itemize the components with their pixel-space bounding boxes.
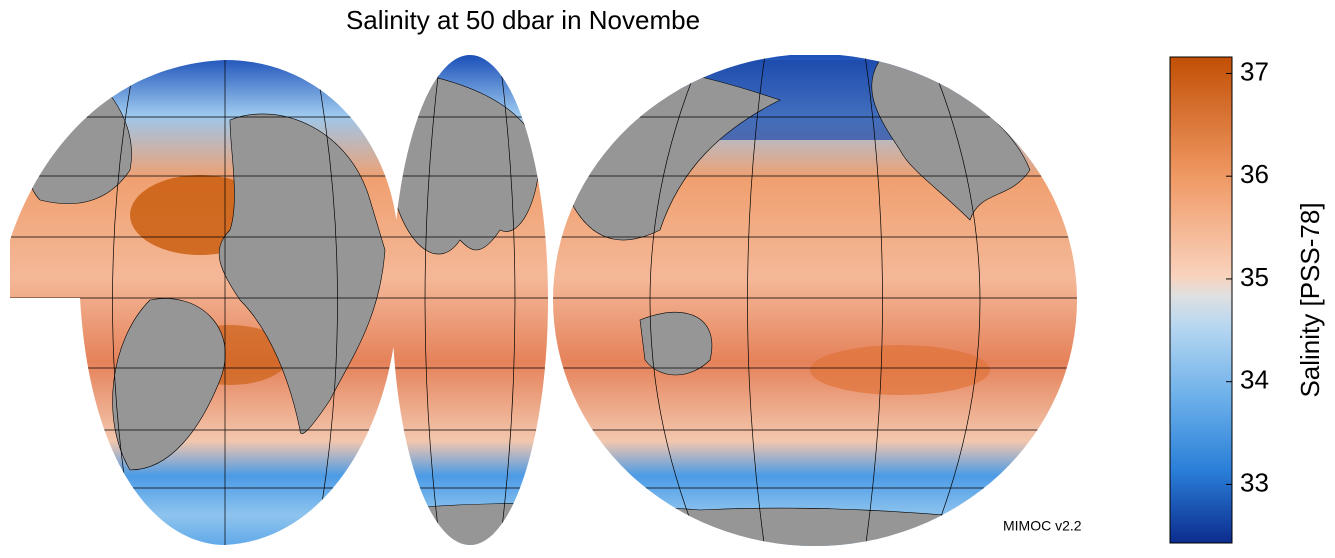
map-title: Salinity at 50 dbar in Novembe (346, 5, 700, 35)
colorbar-tick-label: 35 (1240, 262, 1269, 292)
colorbar-tick-label: 34 (1240, 365, 1269, 395)
colorbar-tick-label: 37 (1240, 56, 1269, 86)
colorbar-label: Salinity [PSS-78] (1295, 202, 1325, 397)
colorbar-tick-label: 33 (1240, 467, 1269, 497)
map (10, 54, 1077, 546)
colorbar-tick-label: 36 (1240, 159, 1269, 189)
credit: MIMOC v2.2 (1003, 518, 1082, 534)
colorbar (1169, 56, 1233, 544)
